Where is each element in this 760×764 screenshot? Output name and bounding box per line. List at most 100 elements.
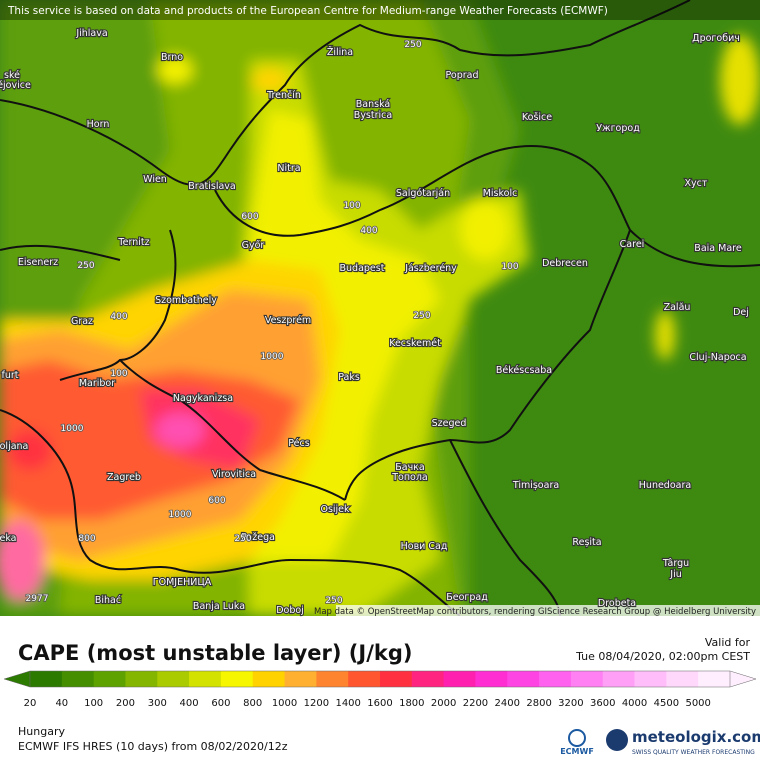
city-label: Ternitz <box>117 237 149 248</box>
colorbar-label: 2200 <box>463 698 488 709</box>
city-label: Maribor <box>79 378 115 389</box>
color-swatch <box>157 671 190 687</box>
color-swatch <box>443 671 476 687</box>
color-swatch <box>698 671 731 687</box>
contour-label: 250 <box>77 261 94 271</box>
city-label: Budapest <box>340 263 385 274</box>
contour-labels: 600 100 400 250 400 100 250 1000 100 1000 600 1000 8… <box>25 39 520 607</box>
city-label: Eisenerz <box>18 257 58 268</box>
city-label: Carei <box>620 239 645 250</box>
color-swatch <box>411 671 445 687</box>
city-labels: Jihlava Brno Žilina Poprad Дрогобич Trenčín Ba… <box>0 27 750 617</box>
colorbar-label: 1800 <box>399 698 424 709</box>
city-label: Бачка <box>395 462 425 473</box>
city-label: Zagreb <box>107 472 141 483</box>
color-swatch <box>666 671 699 687</box>
city-label: Nitra <box>277 163 300 174</box>
city-label: Békéscsaba <box>496 365 552 376</box>
colorbar-label: 1200 <box>304 698 329 709</box>
contour-label: 400 <box>110 312 127 322</box>
colorbar-label: 100 <box>84 698 103 709</box>
city-label: Timișoara <box>512 480 559 491</box>
city-label: Szombathely <box>155 295 217 306</box>
color-swatch <box>252 671 286 687</box>
color-swatch <box>316 671 349 687</box>
city-label: Zalău <box>664 302 691 313</box>
meteologix-icon <box>606 729 628 751</box>
color-swatch <box>602 671 636 687</box>
city-label: Poprad <box>446 70 479 81</box>
city-label: furt <box>2 370 19 381</box>
color-swatch <box>507 671 540 687</box>
city-label: Bratislava <box>188 181 235 192</box>
attribution: This service is based on data and produc… <box>7 5 608 17</box>
contour-label: 250 <box>234 534 251 544</box>
map <box>0 0 760 616</box>
city-label: Dej <box>733 307 749 318</box>
colorbar-label: 2400 <box>495 698 520 709</box>
ecmwf-icon <box>568 729 586 747</box>
colorbar-label: 400 <box>180 698 199 709</box>
city-label: ské <box>4 70 20 81</box>
city-label: Reșita <box>572 537 601 548</box>
city-label: Szeged <box>432 418 467 429</box>
contour-label: 250 <box>325 596 342 606</box>
city-label: Doboj <box>276 605 304 616</box>
colorbar <box>3 670 757 688</box>
color-swatch <box>634 671 667 687</box>
color-swatch <box>539 671 572 687</box>
city-label: Ужгород <box>596 123 640 134</box>
contour-label: 100 <box>343 201 360 211</box>
region: Hungary <box>18 725 65 738</box>
contour-label: 600 <box>208 496 225 506</box>
city-label: Београд <box>446 592 488 603</box>
color-swatch <box>475 671 508 687</box>
city-label: Trenčín <box>266 90 301 101</box>
colorbar-label: 3600 <box>590 698 615 709</box>
city-label: Wien <box>143 174 167 185</box>
contour-label: 1000 <box>261 352 284 362</box>
city-label: Hunedoara <box>639 480 691 491</box>
contour-label: 600 <box>241 212 258 222</box>
city-label: ějovice <box>0 80 31 91</box>
contour-label: 800 <box>78 534 95 544</box>
city-label: Дрогобич <box>692 33 740 44</box>
color-swatch <box>125 671 158 687</box>
contour-label: 400 <box>360 226 377 236</box>
colorbar-label: 5000 <box>685 698 710 709</box>
colorbar-label: 800 <box>243 698 262 709</box>
city-label: Miskolc <box>483 188 518 199</box>
city-label: Bystrica <box>354 110 392 121</box>
city-label: Banská <box>356 99 390 110</box>
city-label: ГОМЈЕНИЦА <box>153 577 212 588</box>
city-label: Nagykanizsa <box>173 393 233 404</box>
contour-label: 100 <box>110 369 127 379</box>
city-label: Cluj-Napoca <box>689 352 746 363</box>
model-info: ECMWF IFS HRES (10 days) from 08/02/2020… <box>18 740 288 753</box>
city-label: Osijek <box>320 504 350 515</box>
contour-label: 1000 <box>61 424 84 434</box>
city-label: Debrecen <box>542 258 588 269</box>
colorbar-label: 1000 <box>272 698 297 709</box>
attribution-bg <box>0 0 760 20</box>
colorbar-label: 4500 <box>654 698 679 709</box>
contour-label: 250 <box>404 40 421 50</box>
city-label: oljana <box>0 441 28 452</box>
city-label: Kecskemét <box>389 338 441 349</box>
city-label: Paks <box>338 372 360 383</box>
contour-label: 250 <box>413 311 430 321</box>
color-swatch <box>220 671 254 687</box>
valid-label: Valid for <box>705 636 751 649</box>
city-label: Košice <box>522 112 552 123</box>
map-credits: Map data © OpenStreetMap contributors, r… <box>314 607 756 617</box>
colorbar-label: 2800 <box>526 698 551 709</box>
city-label: Horn <box>87 119 110 130</box>
city-label: Pécs <box>288 438 309 449</box>
colorbar-arrow-right <box>729 670 757 688</box>
colorbar-label: 3200 <box>558 698 583 709</box>
city-label: Salgótarján <box>396 188 450 199</box>
colorbar-label: 2000 <box>431 698 456 709</box>
city-label: Veszprém <box>265 315 311 326</box>
